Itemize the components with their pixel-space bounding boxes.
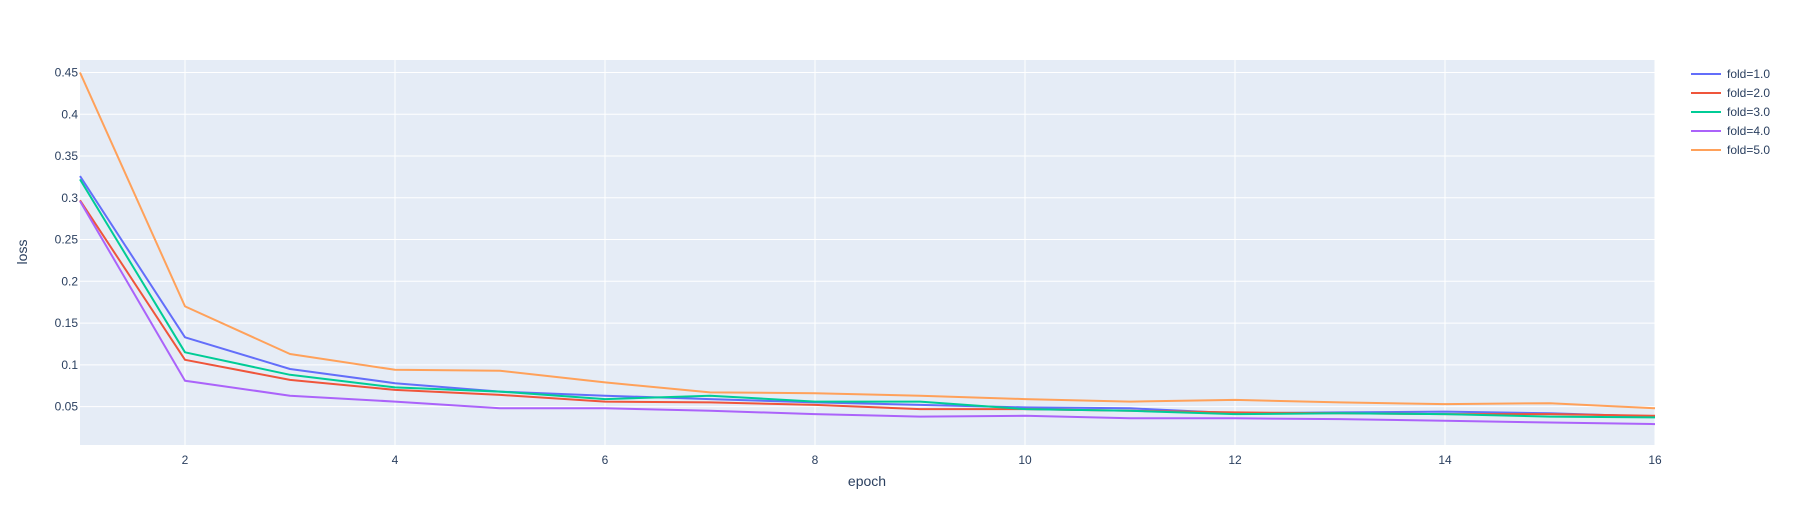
y-tick-label: 0.05 <box>55 400 79 414</box>
x-tick-label: 10 <box>1018 453 1032 467</box>
x-tick-label: 8 <box>812 453 819 467</box>
x-axis-ticks: 2 4 6 8 10 12 14 16 <box>182 453 1662 467</box>
series-lines <box>79 72 1656 426</box>
legend-item[interactable]: fold=1.0 <box>1691 67 1770 81</box>
legend-label: fold=2.0 <box>1727 86 1770 100</box>
legend-label: fold=4.0 <box>1727 124 1770 138</box>
x-tick-label: 12 <box>1228 453 1242 467</box>
plot-background <box>80 60 1655 445</box>
legend-label: fold=3.0 <box>1727 105 1770 119</box>
legend-item[interactable]: fold=5.0 <box>1691 143 1770 157</box>
y-tick-label: 0.4 <box>61 107 78 121</box>
x-tick-label: 16 <box>1648 453 1662 467</box>
series-line-fold-1 <box>79 175 1656 418</box>
y-axis-ticks: 0.05 0.1 0.15 0.2 0.25 0.3 0.35 0.4 0.45 <box>55 66 79 414</box>
legend: fold=1.0 fold=2.0 fold=3.0 fold=4.0 fold=5.0 <box>1691 67 1770 157</box>
legend-label: fold=1.0 <box>1727 67 1770 81</box>
x-tick-label: 2 <box>182 453 189 467</box>
grid-lines <box>80 60 1656 445</box>
x-tick-label: 4 <box>392 453 399 467</box>
x-axis-label: epoch <box>848 473 886 489</box>
y-tick-label: 0.2 <box>61 274 78 288</box>
x-tick-label: 6 <box>602 453 609 467</box>
y-axis-label: loss <box>14 240 30 265</box>
series-line-fold-4 <box>79 200 1656 426</box>
series-line-fold-5 <box>79 72 1656 410</box>
legend-item[interactable]: fold=4.0 <box>1691 124 1770 138</box>
x-tick-label: 14 <box>1438 453 1452 467</box>
y-tick-label: 0.35 <box>55 149 79 163</box>
y-tick-label: 0.1 <box>61 358 78 372</box>
series-line-fold-3 <box>79 178 1656 419</box>
legend-item[interactable]: fold=3.0 <box>1691 105 1770 119</box>
y-tick-label: 0.15 <box>55 316 79 330</box>
legend-item[interactable]: fold=2.0 <box>1691 86 1770 100</box>
y-tick-label: 0.25 <box>55 233 79 247</box>
y-tick-label: 0.45 <box>55 66 79 80</box>
y-tick-label: 0.3 <box>61 191 78 205</box>
legend-label: fold=5.0 <box>1727 143 1770 157</box>
